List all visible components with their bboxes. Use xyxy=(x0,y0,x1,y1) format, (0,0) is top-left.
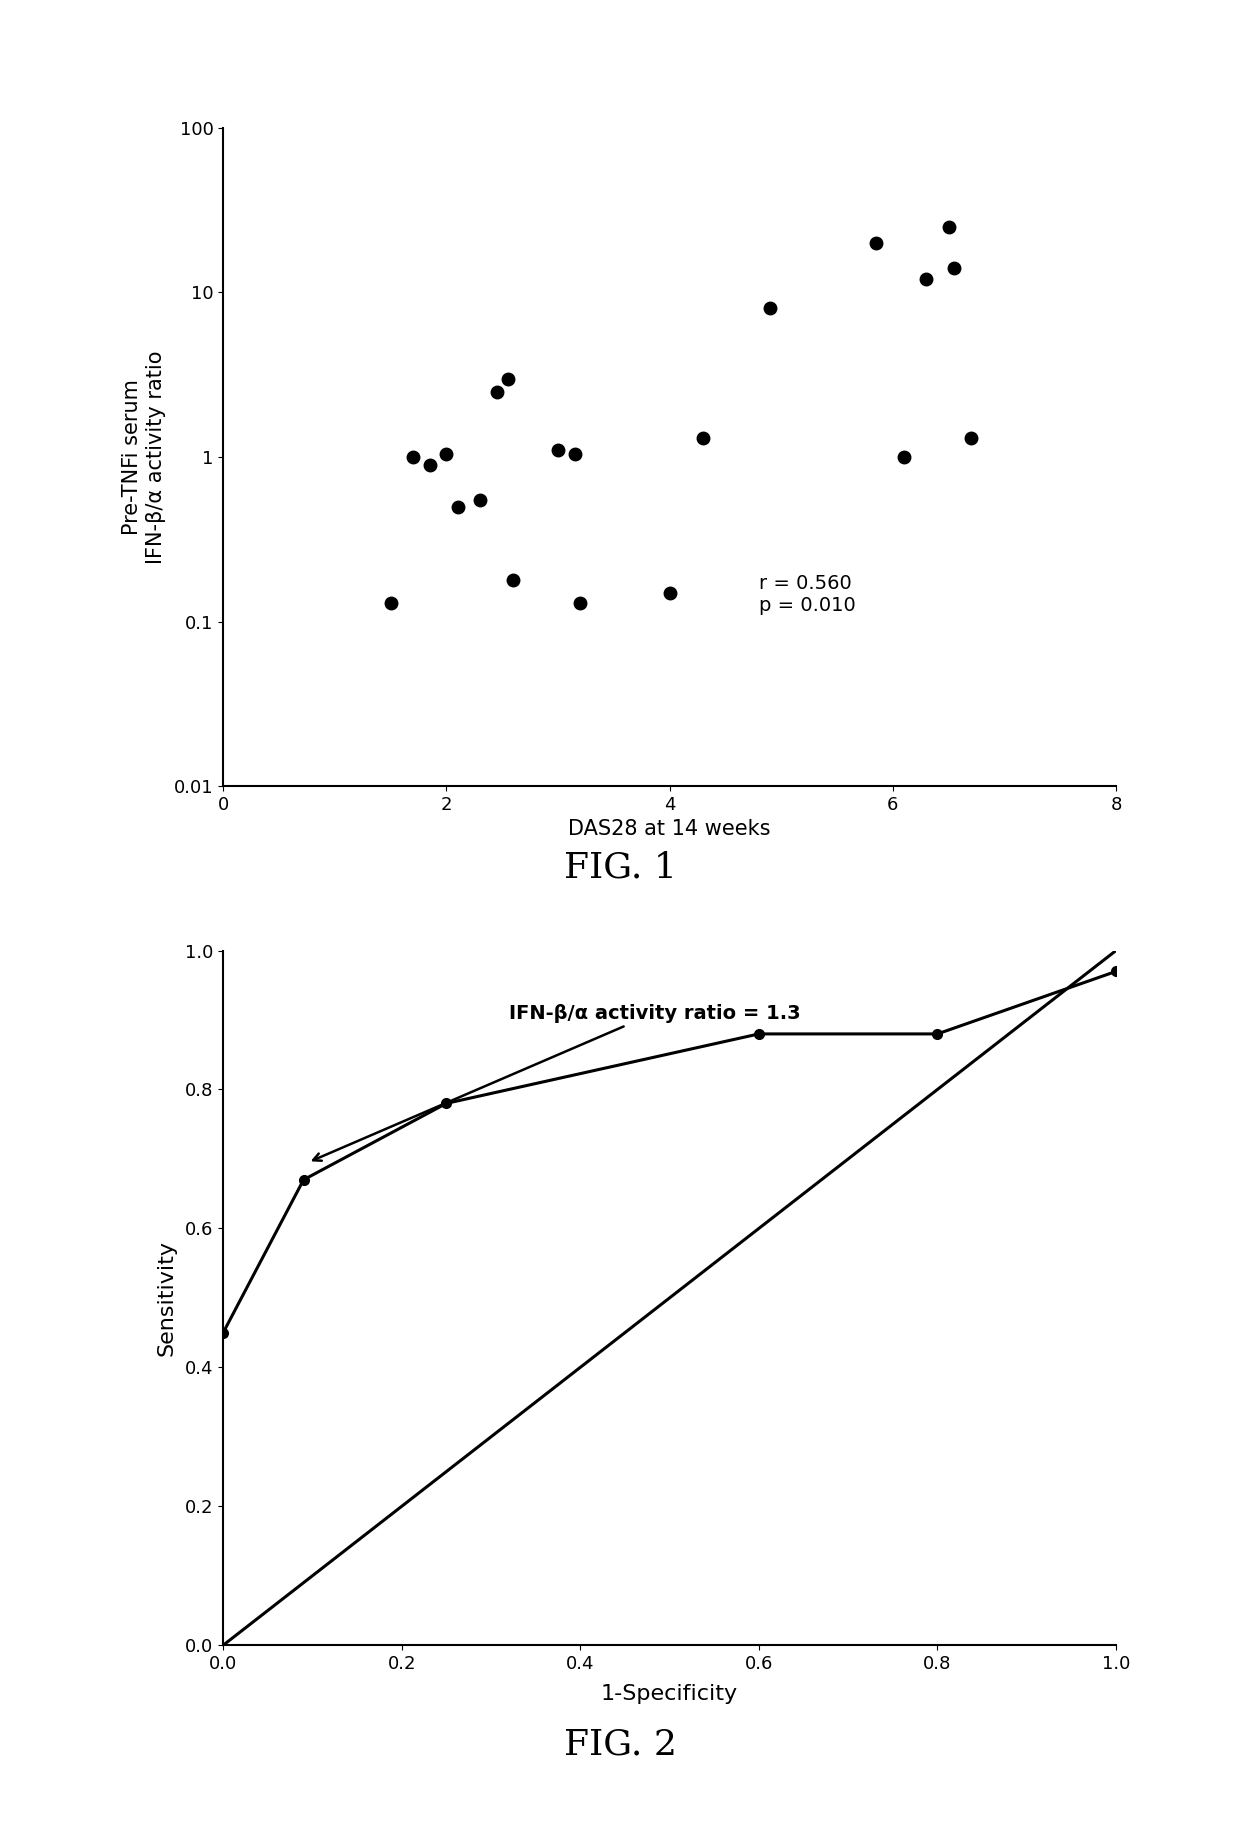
Point xyxy=(570,589,590,618)
Point xyxy=(939,212,959,241)
Point xyxy=(497,364,518,393)
Point xyxy=(448,492,467,521)
Y-axis label: Sensitivity: Sensitivity xyxy=(156,1239,176,1356)
Point xyxy=(419,450,439,479)
Text: FIG. 2: FIG. 2 xyxy=(563,1727,677,1762)
Point xyxy=(944,254,963,283)
Text: IFN-β/α activity ratio = 1.3: IFN-β/α activity ratio = 1.3 xyxy=(314,1004,801,1161)
Point xyxy=(866,228,885,258)
Text: FIG. 1: FIG. 1 xyxy=(563,850,677,885)
Point xyxy=(760,294,780,324)
Point xyxy=(565,439,585,468)
Point xyxy=(436,439,456,468)
Point xyxy=(693,424,713,453)
Point xyxy=(381,589,401,618)
X-axis label: DAS28 at 14 weeks: DAS28 at 14 weeks xyxy=(568,819,771,839)
Point xyxy=(403,442,423,472)
Point xyxy=(486,377,507,406)
Text: r = 0.560
p = 0.010: r = 0.560 p = 0.010 xyxy=(759,574,856,614)
X-axis label: 1-Specificity: 1-Specificity xyxy=(601,1684,738,1704)
Point xyxy=(470,484,490,514)
Y-axis label: Pre-TNFi serum
IFN-β/α activity ratio: Pre-TNFi serum IFN-β/α activity ratio xyxy=(123,351,165,563)
Point xyxy=(916,265,936,294)
Point xyxy=(894,442,914,472)
Point xyxy=(503,565,523,594)
Point xyxy=(961,424,981,453)
Point xyxy=(548,435,568,464)
Point xyxy=(660,578,680,607)
